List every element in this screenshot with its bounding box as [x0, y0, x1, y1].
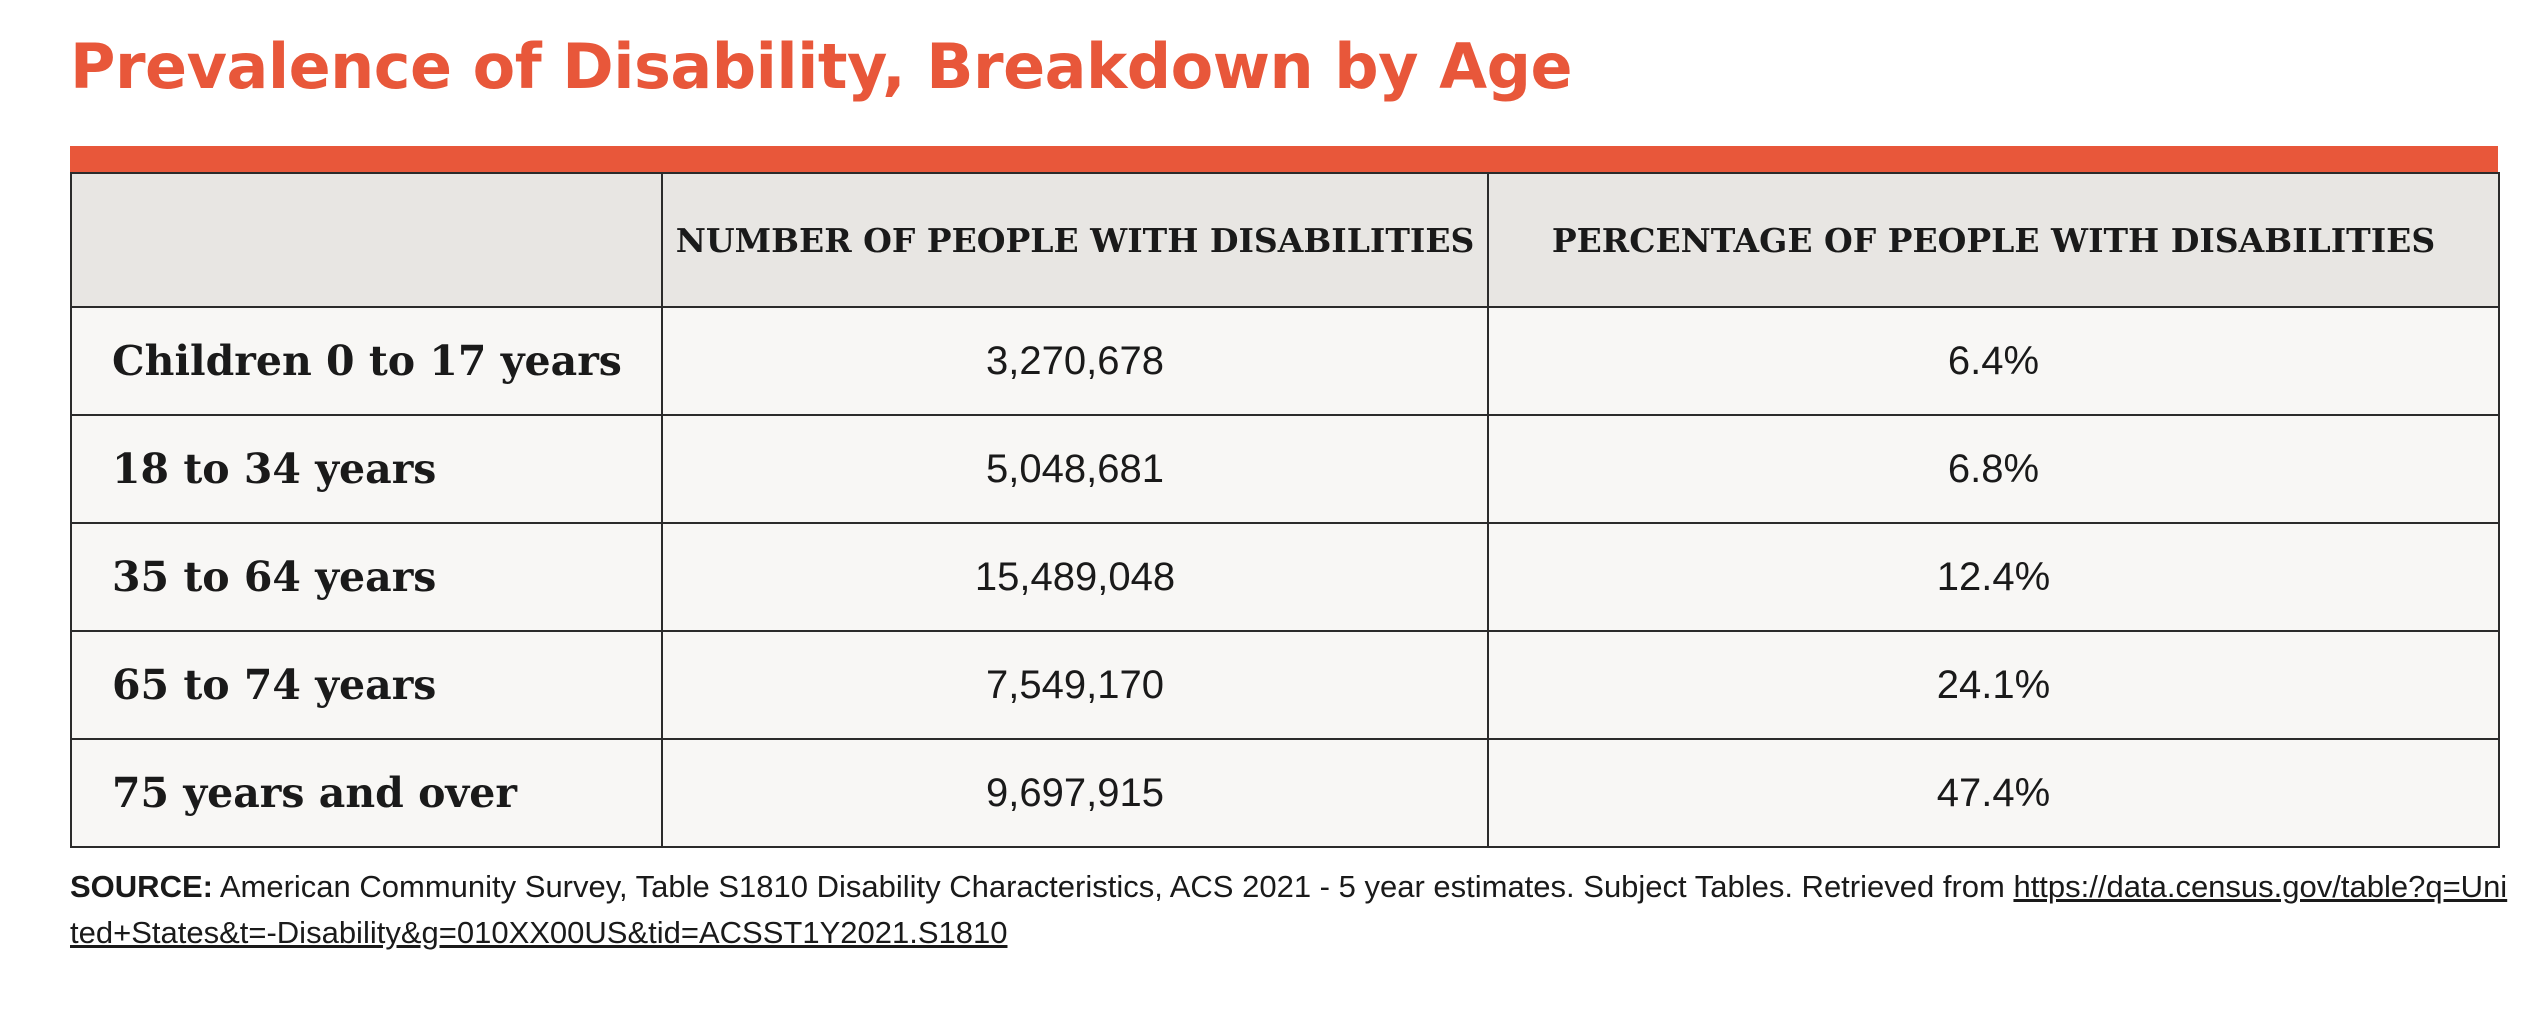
table-row: 18 to 34 years 5,048,681 6.8%: [70, 414, 2500, 524]
age-group-label: 65 to 74 years: [70, 630, 663, 740]
age-group-label: 35 to 64 years: [70, 522, 663, 632]
source-link[interactable]: https://data.census.gov/table?q=United+S…: [70, 869, 2508, 950]
table-row: Children 0 to 17 years 3,270,678 6.4%: [70, 306, 2500, 416]
header-cell-number: NUMBER OF PEOPLE WITH DISABILITIES: [661, 172, 1489, 308]
accent-bar: [70, 146, 2498, 172]
disability-table: NUMBER OF PEOPLE WITH DISABILITIES PERCE…: [70, 172, 2500, 848]
age-group-label: Children 0 to 17 years: [70, 306, 663, 416]
page-title: Prevalence of Disability, Breakdown by A…: [70, 30, 1573, 103]
source-label: SOURCE:: [70, 869, 213, 904]
number-cell: 3,270,678: [661, 306, 1489, 416]
percentage-cell: 6.8%: [1487, 414, 2500, 524]
percentage-cell: 47.4%: [1487, 738, 2500, 848]
age-group-label: 75 years and over: [70, 738, 663, 848]
number-cell: 5,048,681: [661, 414, 1489, 524]
percentage-cell: 6.4%: [1487, 306, 2500, 416]
table-row: 65 to 74 years 7,549,170 24.1%: [70, 630, 2500, 740]
table-header-row: NUMBER OF PEOPLE WITH DISABILITIES PERCE…: [70, 172, 2500, 308]
percentage-cell: 24.1%: [1487, 630, 2500, 740]
age-group-label: 18 to 34 years: [70, 414, 663, 524]
number-cell: 7,549,170: [661, 630, 1489, 740]
number-cell: 15,489,048: [661, 522, 1489, 632]
header-cell-age: [70, 172, 663, 308]
table-row: 75 years and over 9,697,915 47.4%: [70, 738, 2500, 848]
number-cell: 9,697,915: [661, 738, 1489, 848]
source-note: SOURCE: American Community Survey, Table…: [70, 864, 2510, 956]
table-row: 35 to 64 years 15,489,048 12.4%: [70, 522, 2500, 632]
percentage-cell: 12.4%: [1487, 522, 2500, 632]
source-text: American Community Survey, Table S1810 D…: [212, 869, 2014, 904]
header-cell-percentage: PERCENTAGE OF PEOPLE WITH DISABILITIES: [1487, 172, 2500, 308]
